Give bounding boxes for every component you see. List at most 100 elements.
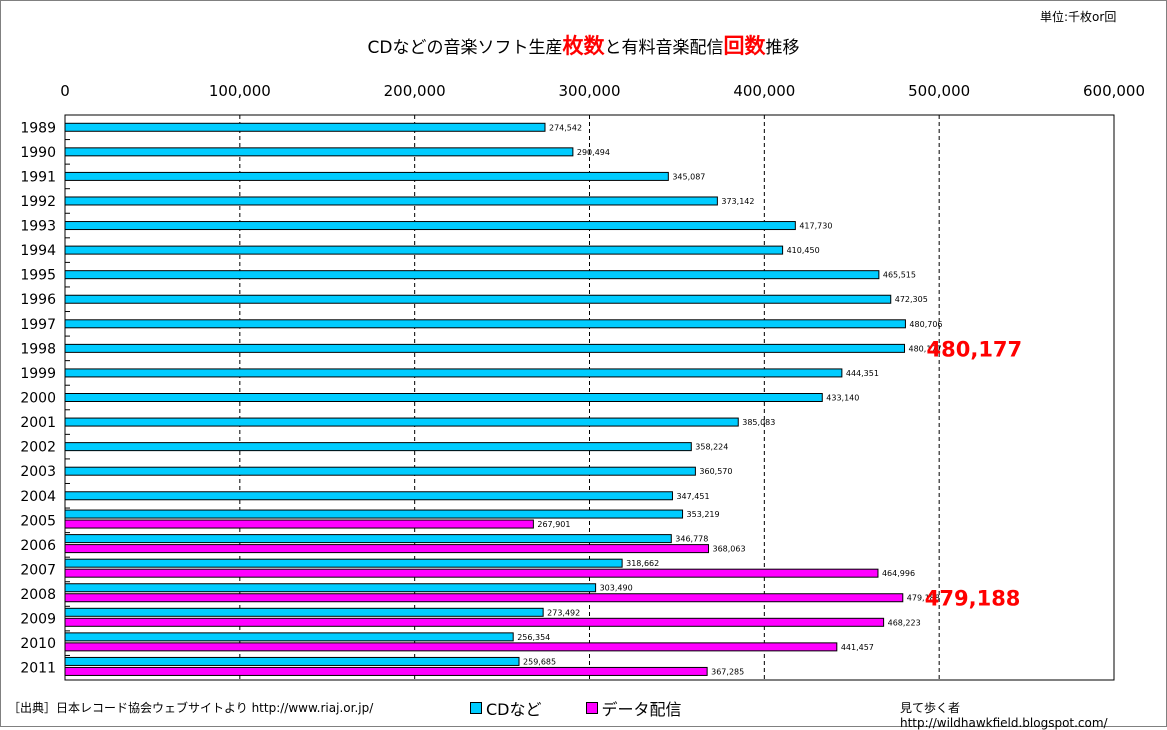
highlight-label: 480,177 (927, 337, 1023, 361)
legend-swatch-digital (585, 702, 598, 714)
source-note: ［出典］日本レコード協会ウェブサイトより http://www.riaj.or.… (8, 701, 374, 715)
bar-digital (64, 544, 709, 554)
y-tick-label: 2008 (20, 587, 56, 603)
data-label-cd: 347,451 (676, 492, 709, 501)
y-tick-label: 2005 (20, 513, 56, 529)
chart-title: CDなどの音楽ソフト生産枚数と有料音楽配信回数推移 (0, 30, 1167, 60)
author-credit: 見て歩く者 http://wildhawkfield.blogspot.com/ (900, 701, 1108, 730)
y-tick-label: 1997 (20, 317, 56, 333)
bar-cd (64, 509, 684, 519)
bar-digital (64, 666, 708, 676)
data-label-digital: 441,457 (841, 643, 874, 652)
x-tick-label: 200,000 (384, 82, 446, 100)
bar-cd (64, 294, 892, 304)
bar-digital (64, 568, 879, 578)
data-label-cd: 290,494 (577, 148, 610, 157)
x-tick-label: 300,000 (558, 82, 620, 100)
data-label-cd: 345,087 (672, 172, 705, 181)
bar-digital (64, 642, 838, 652)
data-label-digital: 267,901 (537, 520, 570, 529)
bar-cd (64, 319, 906, 329)
legend-item-cd: CDなど (470, 696, 542, 720)
bar-cd (64, 343, 906, 353)
y-tick-label: 2003 (20, 464, 56, 480)
data-label-cd: 353,219 (687, 510, 720, 519)
data-label-cd: 259,685 (523, 657, 556, 666)
data-label-cd: 480,706 (909, 320, 942, 329)
title-highlight-times: 回数 (723, 34, 766, 58)
bar-cd (64, 196, 718, 206)
data-label-cd: 385,083 (742, 418, 775, 427)
x-tick-label: 400,000 (733, 82, 795, 100)
data-label-digital: 367,285 (711, 667, 744, 676)
y-tick-label: 1999 (20, 366, 56, 382)
x-tick-label: 0 (60, 82, 70, 100)
data-label-cd: 303,490 (600, 584, 633, 593)
bar-cd (64, 417, 739, 427)
data-label-cd: 433,140 (826, 394, 859, 403)
bar-cd (64, 632, 514, 642)
data-label-cd: 273,492 (547, 608, 580, 617)
legend-item-digital: データ配信 (585, 696, 682, 720)
highlight-label: 479,188 (925, 587, 1021, 611)
bar-cd (64, 122, 546, 132)
data-label-cd: 465,515 (883, 271, 916, 280)
unit-label: 単位:千枚or回 (1040, 10, 1117, 24)
title-part-2: と有料音楽配信 (604, 38, 724, 58)
y-tick-label: 2006 (20, 538, 56, 554)
bar-cd (64, 491, 673, 501)
x-tick-label: 100,000 (209, 82, 271, 100)
y-tick-label: 2000 (20, 391, 56, 407)
legend-swatch-cd (470, 702, 482, 714)
title-part-1: CDなどの音楽ソフト生産 (367, 38, 563, 58)
data-label-cd: 318,662 (626, 559, 659, 568)
legend: CDなど データ配信 (470, 696, 726, 720)
bar-cd (64, 558, 623, 568)
y-tick-label: 1992 (20, 194, 56, 210)
y-tick-label: 2011 (20, 661, 56, 677)
y-tick-label: 1996 (20, 292, 56, 308)
data-label-cd: 360,570 (699, 467, 732, 476)
bar-cd (64, 171, 669, 181)
data-label-digital: 368,063 (712, 545, 745, 554)
y-tick-label: 1998 (20, 341, 56, 357)
y-tick-label: 1989 (20, 120, 56, 136)
data-label-digital: 464,996 (882, 569, 915, 578)
bar-cd (64, 656, 520, 666)
bar-cd (64, 245, 784, 255)
bar-cd (64, 466, 696, 476)
bar-digital (64, 593, 904, 603)
y-tick-label: 2010 (20, 636, 56, 652)
y-tick-label: 1995 (20, 268, 56, 284)
bar-cd (64, 607, 544, 617)
data-label-cd: 358,224 (695, 443, 728, 452)
bar-cd (64, 393, 823, 402)
y-tick-label: 1990 (20, 145, 56, 161)
data-label-digital: 468,223 (888, 618, 921, 627)
data-label-cd: 410,450 (787, 246, 820, 255)
x-tick-label: 600,000 (1083, 82, 1145, 100)
bar-digital (64, 519, 534, 529)
y-tick-label: 2009 (20, 612, 56, 628)
data-label-cd: 444,351 (846, 369, 879, 378)
data-label-cd: 480,177 (909, 344, 942, 353)
bar-digital (64, 617, 885, 627)
y-tick-label: 2007 (20, 562, 56, 578)
data-label-cd: 256,354 (517, 633, 550, 642)
bar-cd (64, 221, 796, 231)
legend-label-digital: データ配信 (601, 700, 682, 719)
y-tick-label: 1991 (20, 169, 56, 185)
bar-cd (64, 534, 672, 544)
title-highlight-count: 枚数 (562, 34, 605, 58)
y-tick-label: 1993 (20, 219, 56, 235)
y-tick-label: 1994 (20, 243, 56, 259)
title-part-3: 推移 (765, 38, 800, 58)
data-label-cd: 472,305 (895, 295, 928, 304)
y-tick-label: 2004 (20, 489, 56, 505)
y-tick-label: 2001 (20, 415, 56, 431)
data-label-cd: 373,142 (721, 197, 754, 206)
bar-cd (64, 442, 692, 452)
y-tick-label: 2002 (20, 440, 56, 456)
bar-cd (64, 147, 574, 157)
